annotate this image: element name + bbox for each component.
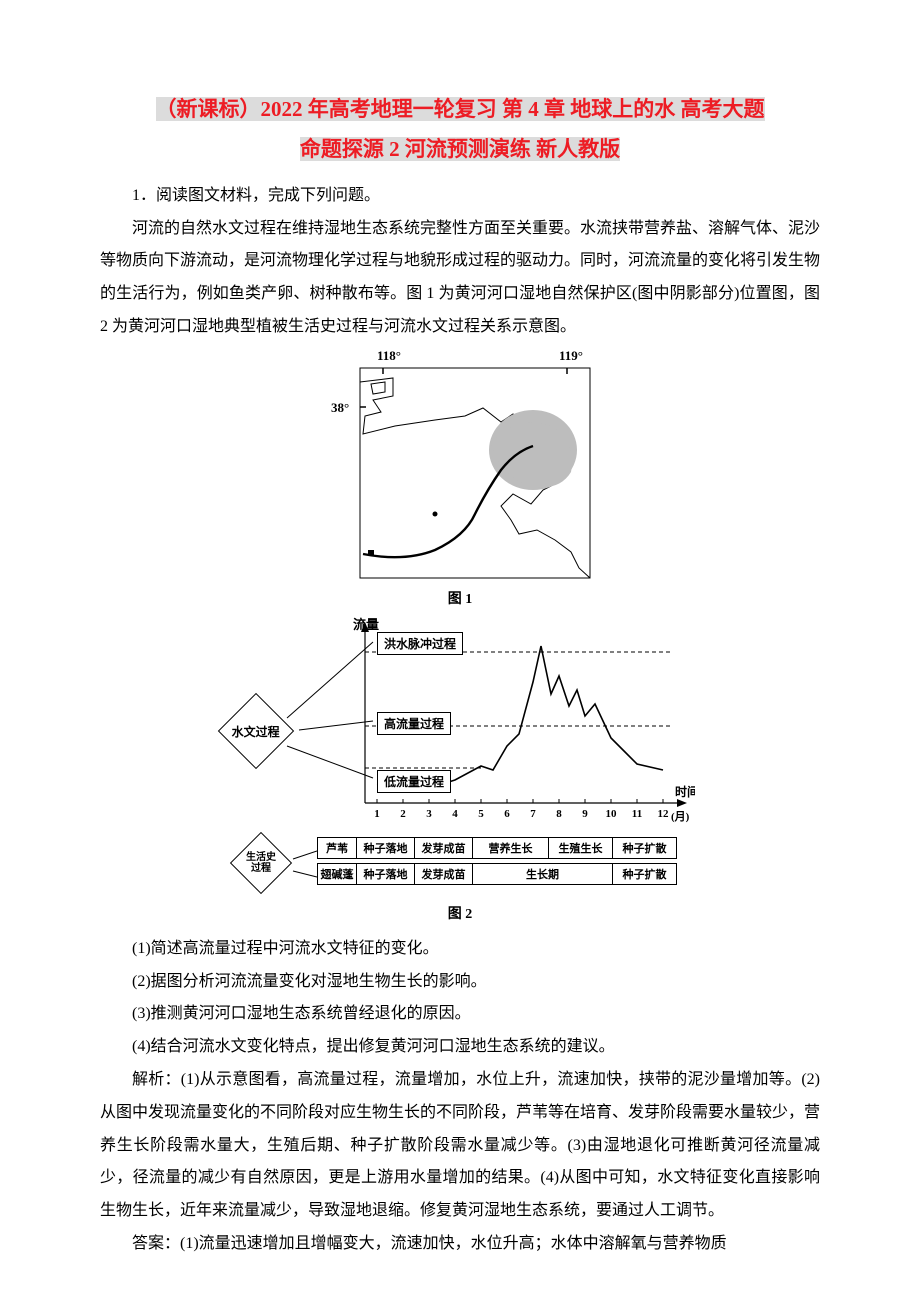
svg-text:9: 9 — [582, 808, 588, 820]
figure-1-container: 118° 119° 38° 图 1 — [100, 354, 820, 608]
svg-text:6: 6 — [504, 808, 510, 820]
lon-label-left: 118° — [377, 348, 401, 364]
lon-label-right: 119° — [559, 348, 583, 364]
svg-text:1: 1 — [374, 808, 380, 820]
analysis-paragraph: 解析：(1)从示意图看，高流量过程，流量增加，水位上升，流速加快，挟带的泥沙量增… — [100, 1064, 820, 1228]
svg-text:7: 7 — [530, 808, 536, 820]
figure-2-caption: 图 2 — [100, 903, 820, 923]
figure-2-chart: 流量 水文过程 洪水脉冲过程 高流量过程 低流量过程 123 456 789 1… — [225, 618, 695, 899]
figure-1-map: 118° 119° 38° — [315, 354, 605, 584]
sub-question-3: (3)推测黄河河口湿地生态系统曾经退化的原因。 — [100, 998, 820, 1031]
svg-text:2: 2 — [400, 808, 406, 820]
life-history-section: 生活史 过程 芦苇 种子落地 发芽成苗 营养生长 生殖生长 种子扩散 翅碱蓬 种… — [225, 837, 695, 899]
svg-text:11: 11 — [632, 808, 642, 820]
map-svg — [315, 354, 605, 584]
figure-1-caption: 图 1 — [100, 588, 820, 608]
svg-text:时间: 时间 — [675, 784, 695, 799]
svg-text:12: 12 — [658, 808, 670, 820]
life-row-2: 翅碱蓬 种子落地 发芽成苗 生长期 种子扩散 — [317, 863, 677, 885]
y-axis-label: 流量 — [353, 614, 379, 633]
svg-text:3: 3 — [426, 808, 432, 820]
document-title: （新课标）2022 年高考地理一轮复习 第 4 章 地球上的水 高考大题 命题探… — [100, 90, 820, 170]
sub-question-4: (4)结合河流水文变化特点，提出修复黄河河口湿地生态系统的建议。 — [100, 1031, 820, 1064]
hydrology-svg: 123 456 789 101112 时间 (月) — [225, 618, 695, 828]
intro-paragraph: 河流的自然水文过程在维持湿地生态系统完整性方面至关重要。水流挟带营养盐、溶解气体… — [100, 213, 820, 344]
svg-text:4: 4 — [452, 808, 458, 820]
lat-label: 38° — [331, 400, 349, 416]
answer-paragraph: 答案：(1)流量迅速增加且增幅变大，流速加快，水位升高；水体中溶解氧与营养物质 — [100, 1228, 820, 1261]
sub-question-2: (2)据图分析河流流量变化对湿地生物生长的影响。 — [100, 966, 820, 999]
svg-text:(月): (月) — [671, 810, 690, 823]
title-line-1: （新课标）2022 年高考地理一轮复习 第 4 章 地球上的水 高考大题 — [156, 97, 765, 121]
life-connector-svg — [225, 837, 317, 897]
svg-text:10: 10 — [606, 808, 618, 820]
svg-text:5: 5 — [478, 808, 484, 820]
sub-question-1: (1)简述高流量过程中河流水文特征的变化。 — [100, 933, 820, 966]
question-1-header: 1．阅读图文材料，完成下列问题。 — [100, 180, 820, 213]
figure-2-container: 流量 水文过程 洪水脉冲过程 高流量过程 低流量过程 123 456 789 1… — [100, 618, 820, 923]
life-row-1: 芦苇 种子落地 发芽成苗 营养生长 生殖生长 种子扩散 — [317, 837, 677, 859]
title-line-2: 命题探源 2 河流预测演练 新人教版 — [300, 137, 620, 161]
svg-text:8: 8 — [556, 808, 562, 820]
